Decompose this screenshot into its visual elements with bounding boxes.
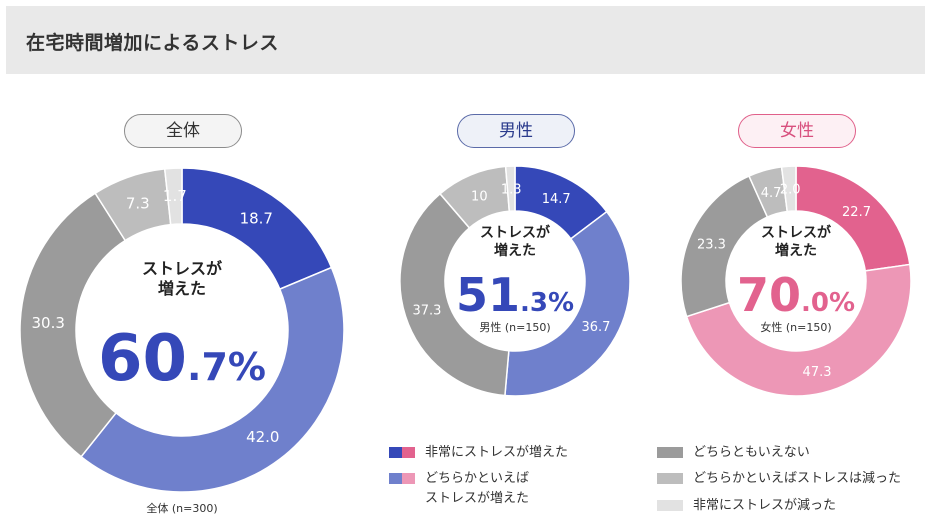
slice-value-label-female-0: 22.7 — [842, 205, 871, 220]
slice-value-label-all-1: 42.0 — [246, 428, 279, 446]
center-value-dec-female: .0% — [801, 288, 855, 318]
center-heading-female: ストレスが — [761, 224, 832, 241]
center-value-int-all: 60 — [98, 322, 187, 396]
center-heading-female: 増えた — [775, 242, 817, 259]
legend-label: どちらかといえば ストレスが増えた — [425, 470, 529, 507]
center-heading-male: 増えた — [494, 242, 536, 259]
sample-size-male: 男性 (n=150) — [479, 320, 550, 334]
center-value-dec-male: .3% — [520, 288, 574, 318]
center-value-dec-all: .7% — [187, 345, 266, 389]
center-heading-male: ストレスが — [480, 224, 551, 241]
legend-label: どちらともいえない — [693, 444, 810, 461]
slice-value-label-male-1: 36.7 — [581, 320, 610, 335]
center-heading-all: ストレスが — [142, 259, 222, 278]
page-header: 在宅時間増加によるストレス — [6, 6, 925, 74]
legend-label-line: どちらかといえば — [425, 471, 530, 486]
group-label-all: 全体 — [124, 114, 242, 148]
legend-swatch-part — [402, 447, 415, 458]
slice-value-label-female-3: 4.7 — [761, 186, 782, 201]
slice-value-label-all-2: 30.3 — [31, 314, 64, 332]
donut-slice-male-1 — [504, 210, 631, 397]
donut-slice-male-4 — [504, 165, 516, 213]
donut-slice-female-4 — [780, 165, 797, 213]
legend-swatch — [389, 473, 415, 484]
donut-slice-female-1 — [685, 263, 912, 397]
legend-swatch — [389, 447, 415, 458]
legend-label-line: 非常にストレスが増えた — [425, 445, 569, 460]
donut-slice-male-2 — [399, 192, 510, 397]
legend-swatch — [657, 447, 683, 458]
slice-value-label-all-3: 7.3 — [126, 194, 150, 212]
slice-value-label-female-2: 23.3 — [697, 237, 726, 252]
donut-slice-all-4 — [163, 167, 183, 226]
legend-label: どちらかといえばストレスは減った — [693, 470, 901, 487]
sample-size-all: 全体 (n=300) — [146, 501, 217, 515]
slice-value-label-male-4: 1.3 — [501, 183, 522, 198]
legend-swatch-part — [389, 447, 402, 458]
legend-swatch — [657, 500, 683, 511]
group-label-female: 女性 — [738, 114, 856, 148]
legend-swatch-part — [402, 473, 415, 484]
legend-swatch-part — [389, 473, 402, 484]
slice-value-label-male-3: 10 — [471, 190, 488, 205]
center-value-int-male: 51 — [456, 268, 520, 322]
group-label-male: 男性 — [457, 114, 575, 148]
slice-value-label-female-1: 47.3 — [803, 365, 832, 380]
legend-label: 非常にストレスが増えた — [425, 444, 568, 461]
legend-label-line: ストレスが増えた — [425, 491, 530, 506]
slice-value-label-all-0: 18.7 — [240, 209, 273, 227]
legend-label-line: どちらともいえない — [693, 445, 810, 460]
slice-value-label-all-4: 1.7 — [163, 187, 187, 205]
slice-value-label-male-2: 37.3 — [412, 303, 441, 318]
legend-label-line: どちらかといえばストレスは減った — [693, 471, 902, 486]
center-heading-all: 増えた — [158, 279, 206, 298]
page-title: 在宅時間増加によるストレス — [26, 32, 279, 54]
donut-slice-all-2 — [19, 192, 127, 458]
center-value-all: 60.7% — [98, 322, 266, 396]
legend-swatch — [657, 473, 683, 484]
legend-label: 非常にストレスが減った — [693, 497, 836, 514]
slice-value-label-male-0: 14.7 — [542, 192, 571, 207]
center-value-female: 70.0% — [737, 268, 855, 322]
center-value-int-female: 70 — [737, 268, 801, 322]
sample-size-female: 女性 (n=150) — [760, 320, 831, 334]
center-value-male: 51.3% — [456, 268, 574, 322]
slice-value-label-female-4: 2.0 — [780, 183, 801, 198]
legend-label-line: 非常にストレスが減った — [693, 498, 837, 513]
donut-slice-all-1 — [80, 266, 345, 493]
